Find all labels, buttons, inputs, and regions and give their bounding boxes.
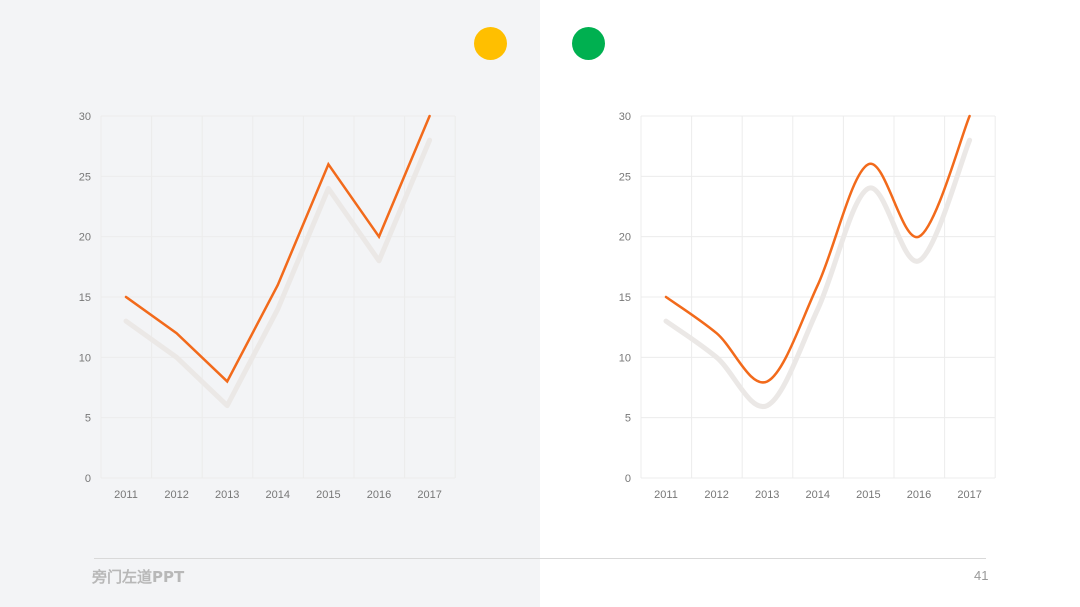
x-tick-label: 2012 xyxy=(704,489,728,501)
y-tick-label: 20 xyxy=(79,232,91,244)
y-tick-label: 30 xyxy=(79,111,91,123)
y-tick-label: 5 xyxy=(625,413,631,425)
y-tick-label: 15 xyxy=(619,292,631,304)
y-tick-label: 20 xyxy=(619,232,631,244)
y-tick-label: 25 xyxy=(79,171,91,183)
y-tick-label: 0 xyxy=(85,473,91,485)
x-tick-label: 2011 xyxy=(654,489,678,501)
line-chart-straight: 0 5 10 15 20 25 30 2011 2012 2013 2014 2015 2016 2017 xyxy=(79,111,456,501)
y-tick-label: 15 xyxy=(79,292,91,304)
x-tick-label: 2017 xyxy=(417,489,441,501)
x-tick-label: 2013 xyxy=(215,489,239,501)
y-tick-label: 10 xyxy=(79,352,91,364)
x-tick-label: 2011 xyxy=(114,489,138,501)
y-tick-label: 0 xyxy=(625,473,631,485)
x-tick-label: 2012 xyxy=(164,489,188,501)
y-tick-label: 30 xyxy=(619,111,631,123)
x-tick-label: 2017 xyxy=(957,489,981,501)
y-tick-label: 25 xyxy=(619,171,631,183)
page-number: 41 xyxy=(974,568,989,583)
x-tick-label: 2013 xyxy=(755,489,779,501)
x-tick-label: 2015 xyxy=(316,489,340,501)
series-line-shadow xyxy=(663,137,973,410)
line-chart-smooth: 0 5 10 15 20 25 30 2011 2012 2013 2014 2015 2016 2017 xyxy=(619,111,996,501)
brand-label: 旁门左道PPT xyxy=(92,568,185,586)
series-line xyxy=(664,114,971,384)
x-tick-label: 2016 xyxy=(907,489,931,501)
y-tick-label: 10 xyxy=(619,352,631,364)
green-dot xyxy=(572,27,605,60)
x-tick-label: 2016 xyxy=(367,489,391,501)
x-tick-label: 2014 xyxy=(806,489,830,501)
x-tick-label: 2015 xyxy=(856,489,880,501)
yellow-dot xyxy=(474,27,507,60)
x-tick-label: 2014 xyxy=(266,489,290,501)
y-tick-label: 5 xyxy=(85,413,91,425)
footer-divider xyxy=(94,558,986,559)
series-line-shadow xyxy=(123,137,433,409)
left-panel xyxy=(0,0,540,607)
